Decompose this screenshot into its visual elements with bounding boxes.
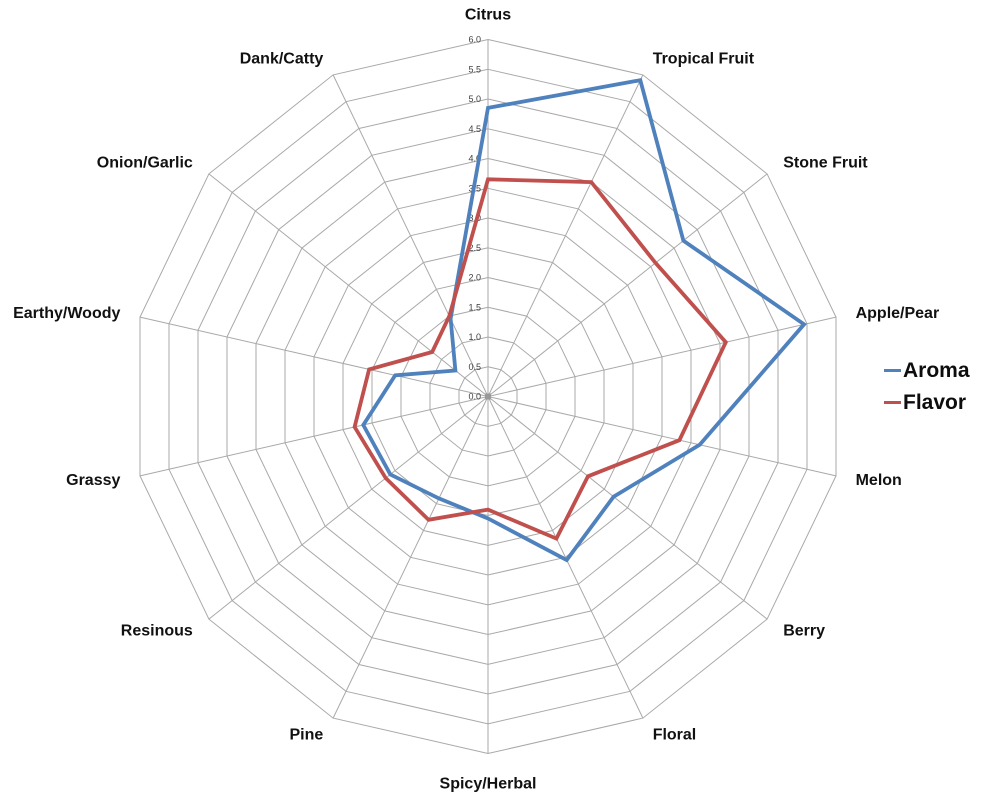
category-label: Pine: [290, 726, 324, 743]
axis-spoke: [487, 396, 768, 620]
category-label: Dank/Catty: [240, 51, 324, 68]
category-label: Earthy/Woody: [13, 305, 120, 322]
category-label: Tropical Fruit: [653, 51, 755, 68]
category-label: Berry: [783, 622, 825, 639]
category-label: Resinous: [121, 622, 193, 639]
radial-tick-label: 2.5: [468, 243, 481, 253]
category-label: Citrus: [465, 7, 511, 24]
radial-tick-label: 1.5: [468, 302, 481, 312]
axis-spoke: [332, 74, 489, 397]
aroma-legend-label: Aroma: [903, 359, 970, 382]
category-label: Onion/Garlic: [97, 155, 193, 172]
radial-tick-label: 1.0: [468, 332, 481, 342]
radial-tick-label: 2.0: [468, 273, 481, 283]
radial-tick-label: 5.0: [468, 94, 481, 104]
radial-tick-label: 3.0: [468, 213, 481, 223]
radial-tick-label: 0.5: [468, 362, 481, 372]
axis-spoke: [487, 396, 837, 477]
axis-spoke: [487, 316, 837, 397]
legend: Aroma Flavor: [884, 360, 970, 413]
axis-spoke: [487, 173, 768, 397]
radial-tick-label: 4.5: [468, 124, 481, 134]
legend-item-flavor: Flavor: [884, 392, 970, 413]
category-label: Stone Fruit: [783, 155, 868, 172]
radial-tick-label: 6.0: [468, 35, 481, 45]
axis-spoke: [208, 396, 489, 620]
legend-item-aroma: Aroma: [884, 360, 970, 381]
aroma-series-line: [361, 78, 807, 563]
axis-spoke: [139, 316, 489, 397]
radial-tick-label: 0.0: [468, 392, 481, 402]
center-marker: [485, 393, 491, 400]
category-label: Floral: [653, 726, 697, 743]
category-label: Melon: [856, 472, 902, 489]
axis-spoke: [487, 74, 644, 397]
flavor-line-swatch: [884, 401, 901, 404]
flavor-legend-label: Flavor: [903, 391, 967, 414]
category-label: Grassy: [66, 472, 120, 489]
axis-spoke: [139, 396, 489, 477]
category-label: Spicy/Herbal: [440, 776, 537, 793]
axis-spoke: [332, 396, 489, 719]
radial-tick-label: 4.0: [468, 154, 481, 164]
radial-tick-label: 5.5: [468, 64, 481, 74]
flavor-series-line: [352, 177, 729, 542]
category-label: Apple/Pear: [856, 305, 940, 322]
aroma-line-swatch: [884, 369, 901, 372]
axis-spoke: [208, 173, 489, 397]
